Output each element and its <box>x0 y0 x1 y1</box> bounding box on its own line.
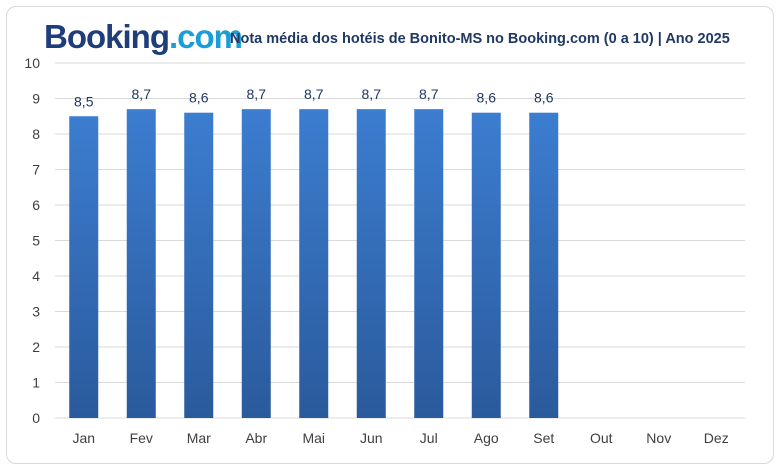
x-tick-label: Mar <box>187 430 211 446</box>
x-tick-label: Jan <box>72 430 95 446</box>
y-tick-label: 6 <box>32 197 40 213</box>
logo-brand: Booking <box>44 18 170 55</box>
data-label: 8,6 <box>477 90 497 106</box>
x-tick-label: Nov <box>646 430 671 446</box>
bar <box>241 109 271 419</box>
data-label: 8,7 <box>419 86 439 102</box>
x-tick-label: Dez <box>704 430 729 446</box>
y-tick-label: 0 <box>32 410 40 426</box>
x-tick-label: Jul <box>420 430 438 446</box>
y-tick-label: 1 <box>32 375 40 391</box>
x-tick-label: Set <box>533 430 554 446</box>
bars <box>69 109 559 419</box>
x-tick-label: Out <box>590 430 613 446</box>
bar <box>126 109 156 419</box>
data-label: 8,6 <box>189 90 209 106</box>
bar <box>69 116 99 418</box>
bar <box>414 109 444 419</box>
y-tick-label: 7 <box>32 162 40 178</box>
y-axis-ticks: 0 1 2 3 4 5 6 7 8 9 10 <box>24 55 40 426</box>
y-tick-label: 2 <box>32 339 40 355</box>
data-label: 8,7 <box>362 86 382 102</box>
x-tick-label: Fev <box>130 430 153 446</box>
data-label: 8,7 <box>132 86 152 102</box>
y-tick-label: 4 <box>32 268 40 284</box>
x-tick-label: Ago <box>474 430 499 446</box>
y-tick-label: 5 <box>32 233 40 249</box>
bar <box>471 112 501 418</box>
x-axis-ticks: Jan Fev Mar Abr Mai Jun Jul Ago Set Out Nov Dez <box>72 430 728 446</box>
x-tick-label: Jun <box>360 430 383 446</box>
bar <box>299 109 329 419</box>
y-tick-label: 3 <box>32 304 40 320</box>
bar <box>356 109 386 419</box>
data-labels: 8,5 8,7 8,6 8,7 8,7 8,7 8,7 8,6 8,6 <box>74 86 554 109</box>
y-tick-label: 10 <box>24 55 40 71</box>
grid-lines <box>55 62 745 419</box>
bar <box>184 112 214 418</box>
chart-title: Nota média dos hotéis de Bonito-MS no Bo… <box>230 31 730 47</box>
logo-tld: .com <box>168 18 243 55</box>
bar <box>529 112 559 418</box>
booking-logo: Booking.com <box>44 18 243 55</box>
y-tick-label: 8 <box>32 126 40 142</box>
x-tick-label: Abr <box>245 430 267 446</box>
data-label: 8,5 <box>74 93 94 109</box>
data-label: 8,6 <box>534 90 554 106</box>
x-tick-label: Mai <box>302 430 325 446</box>
data-label: 8,7 <box>247 86 267 102</box>
y-tick-label: 9 <box>32 91 40 107</box>
data-label: 8,7 <box>304 86 324 102</box>
